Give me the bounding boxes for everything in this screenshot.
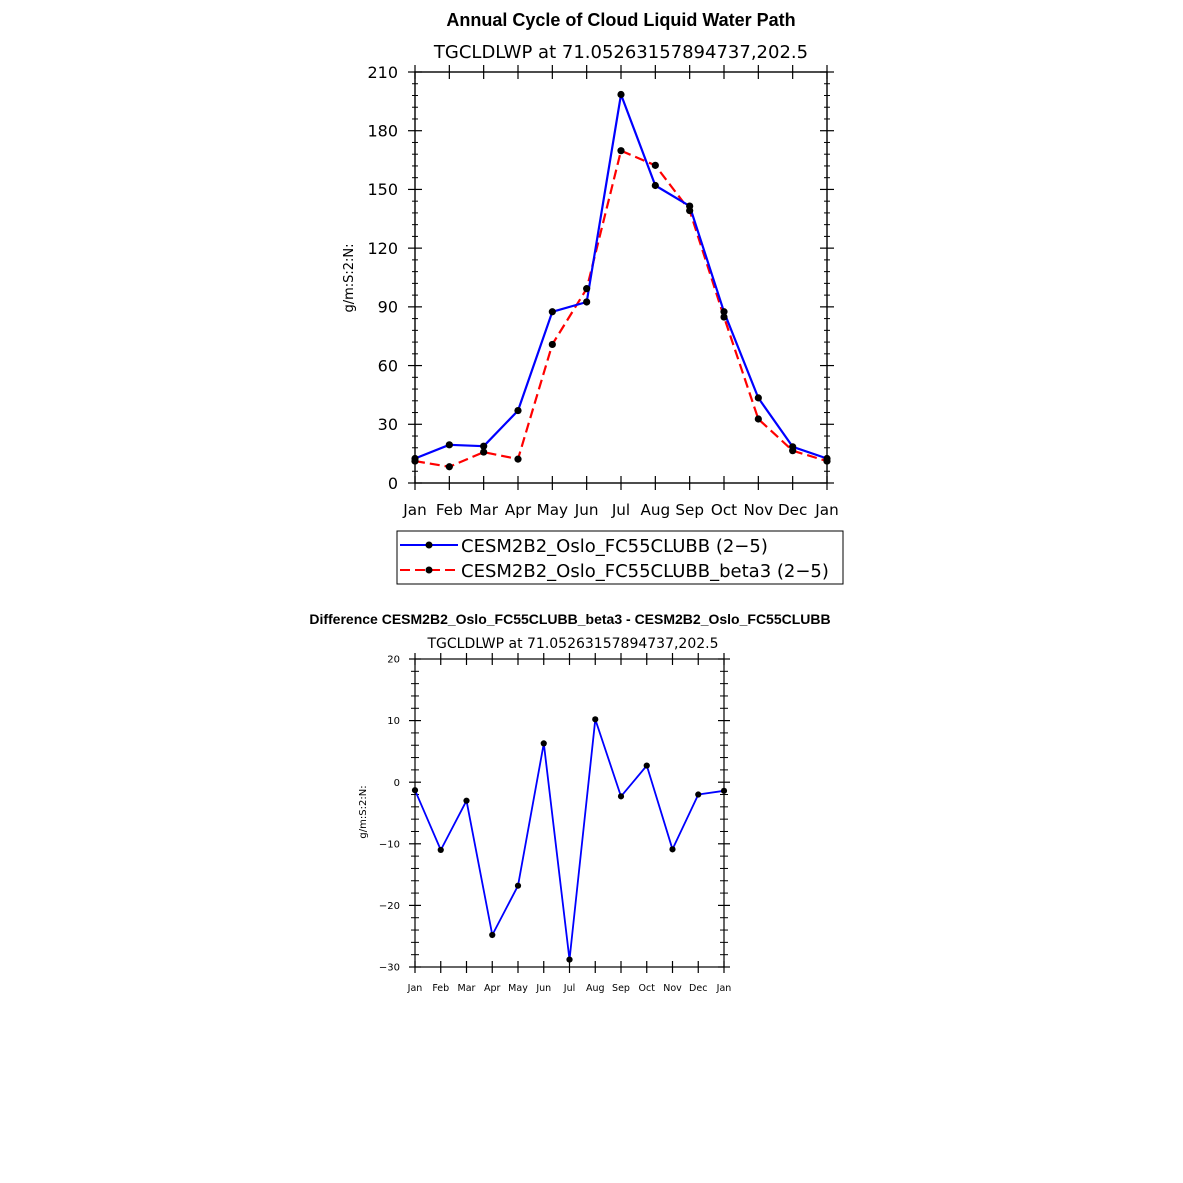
y-axis-label: g/m:S:2:N: <box>358 785 369 838</box>
axis-ticks <box>409 653 730 973</box>
data-point <box>651 181 659 190</box>
chart-subtitle: TGCLDLWP at 71.05263157894737,202.5 <box>433 42 808 63</box>
data-point <box>566 956 573 963</box>
data-point <box>669 846 676 853</box>
x-tick-label: May <box>537 501 568 519</box>
x-tick-labels: Jan Feb Mar Apr May Jun Jul Aug Sep Oct Nov Dec Jan <box>407 983 732 994</box>
x-tick-label: Jan <box>814 501 838 519</box>
data-point <box>548 308 556 316</box>
x-tick-label: Apr <box>505 501 532 519</box>
data-point <box>651 161 659 169</box>
y-tick-label: 180 <box>367 121 398 140</box>
x-tick-label: Apr <box>484 983 501 994</box>
y-tick-label: 60 <box>378 356 398 375</box>
data-point <box>592 716 599 723</box>
chart-subtitle: TGCLDLWP at 71.05263157894737,202.5 <box>426 636 718 652</box>
annual-cycle-chart: Annual Cycle of Cloud Liquid Water Path … <box>342 10 844 585</box>
y-tick-label: 30 <box>378 415 398 434</box>
y-tick-label: 150 <box>367 180 398 199</box>
x-tick-label: Aug <box>641 501 671 519</box>
axis-ticks <box>408 65 834 490</box>
data-point <box>514 455 522 463</box>
x-tick-label: Oct <box>711 501 737 519</box>
x-tick-label: Oct <box>639 983 656 994</box>
x-tick-label: Sep <box>675 501 704 519</box>
data-point <box>548 340 556 349</box>
data-point <box>754 394 762 402</box>
x-tick-label: Dec <box>778 501 807 519</box>
x-tick-labels: Jan Feb Mar Apr May Jun Jul Aug Sep Oct Nov Dec Jan <box>402 501 838 519</box>
legend: CESM2B2_Oslo_FC55CLUBB (2−5) CESM2B2_Osl… <box>396 530 844 585</box>
x-tick-label: Jul <box>563 983 575 994</box>
series-line <box>414 718 725 961</box>
data-point <box>617 90 625 99</box>
x-tick-label: Mar <box>458 983 476 994</box>
data-point <box>720 313 728 321</box>
data-point <box>754 415 762 423</box>
series-line <box>414 149 828 468</box>
plot-frame <box>414 658 725 968</box>
data-point <box>445 441 453 449</box>
x-tick-label: Feb <box>436 501 463 519</box>
data-point <box>583 285 591 293</box>
data-point <box>463 797 470 804</box>
data-point <box>617 147 625 155</box>
data-point <box>789 447 797 455</box>
x-tick-label: Aug <box>586 983 605 994</box>
x-tick-label: Sep <box>612 983 630 994</box>
legend-marker-red <box>425 566 433 574</box>
data-point <box>720 308 728 316</box>
y-tick-label: 10 <box>387 716 400 727</box>
y-tick-label: 210 <box>367 63 398 82</box>
difference-chart: Difference CESM2B2_Oslo_FC55CLUBB_beta3 … <box>309 611 830 994</box>
data-point <box>583 298 591 306</box>
y-axis-label: g/m:S:2:N: <box>342 243 357 312</box>
x-tick-label: Nov <box>744 501 774 519</box>
y-tick-labels: −30 −20 −10 0 10 20 <box>379 655 400 974</box>
legend-marker-blue <box>425 541 433 549</box>
data-point <box>489 931 496 939</box>
series-lines <box>414 718 725 961</box>
x-tick-label: Jan <box>716 983 732 994</box>
chart-title: Annual Cycle of Cloud Liquid Water Path <box>446 10 795 30</box>
x-tick-label: Jan <box>407 983 423 994</box>
y-tick-label: 90 <box>378 298 398 317</box>
legend-label-2: CESM2B2_Oslo_FC55CLUBB_beta3 (2−5) <box>461 561 829 582</box>
legend-box <box>396 530 844 585</box>
data-point <box>445 463 453 471</box>
y-tick-label: −20 <box>379 901 400 912</box>
data-point <box>643 762 650 769</box>
y-tick-label: 0 <box>394 778 400 789</box>
y-tick-label: −30 <box>379 963 400 974</box>
x-tick-label: Jun <box>574 501 599 519</box>
x-tick-label: Feb <box>432 983 449 994</box>
x-tick-label: Jan <box>402 501 426 519</box>
y-tick-label: −10 <box>379 839 400 850</box>
data-point <box>695 791 702 798</box>
data-point <box>514 882 522 889</box>
series-markers <box>411 716 728 963</box>
x-tick-label: Dec <box>689 983 707 994</box>
series-markers <box>411 90 831 471</box>
x-tick-label: Jun <box>535 983 551 994</box>
x-tick-label: May <box>508 983 528 994</box>
data-point <box>437 846 444 854</box>
y-tick-labels: 0 30 60 90 120 150 180 210 <box>367 63 398 493</box>
data-point <box>686 206 694 215</box>
y-tick-label: 20 <box>387 655 400 666</box>
x-tick-label: Jul <box>611 501 630 519</box>
plot-frame <box>414 71 828 484</box>
y-tick-label: 120 <box>367 239 398 258</box>
y-tick-label: 0 <box>388 474 398 493</box>
data-point <box>617 793 625 800</box>
x-tick-label: Nov <box>663 983 682 994</box>
legend-label-1: CESM2B2_Oslo_FC55CLUBB (2−5) <box>461 536 768 557</box>
data-point <box>540 740 547 747</box>
data-point <box>480 442 488 450</box>
data-point <box>480 448 488 456</box>
x-tick-label: Mar <box>469 501 498 519</box>
chart-title: Difference CESM2B2_Oslo_FC55CLUBB_beta3 … <box>309 611 830 627</box>
data-point <box>514 406 522 415</box>
